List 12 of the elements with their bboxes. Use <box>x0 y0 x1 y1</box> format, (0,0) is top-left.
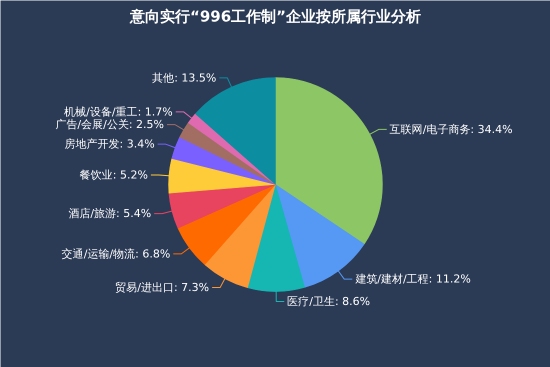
slice-label: 贸易/进出口: 7.3% <box>115 281 210 294</box>
slice-label: 建筑/建材/工程: 11.2% <box>354 272 471 286</box>
slice-label: 广告/会展/公关: 2.5% <box>55 118 164 132</box>
slice-label: 互联网/电子商务: 34.4% <box>390 122 513 136</box>
chart-title: 意向实行“996工作制”企业按所属行业分析 <box>128 8 422 26</box>
slice-label: 机械/设备/重工: 1.7% <box>64 105 173 118</box>
slice-label: 医疗/卫生: 8.6% <box>287 295 370 308</box>
slice-label: 餐饮业: 5.2% <box>80 168 148 182</box>
slice-label: 其他: 13.5% <box>152 71 216 84</box>
slice-label: 酒店/旅游: 5.4% <box>68 207 152 220</box>
slice-label: 交通/运输/物流: 6.8% <box>62 247 170 260</box>
slice-label: 房地产开发: 3.4% <box>64 138 155 151</box>
